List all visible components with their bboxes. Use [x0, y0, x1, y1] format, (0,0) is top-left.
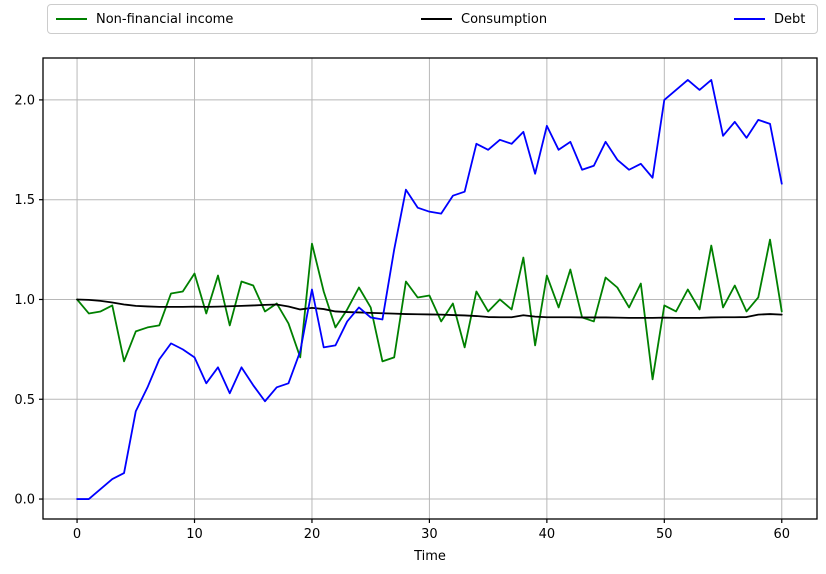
x-tick-label: 60 — [773, 527, 790, 542]
y-tick-label: 1.0 — [14, 293, 35, 308]
legend-label: Non-financial income — [96, 11, 234, 27]
legend-label: Debt — [774, 11, 806, 27]
x-tick-label: 30 — [421, 527, 438, 542]
y-tick-label: 1.5 — [14, 193, 35, 208]
x-axis-label: Time — [414, 549, 446, 564]
y-tick-label: 0.5 — [14, 393, 35, 408]
x-tick-label: 10 — [186, 527, 203, 542]
legend-line-sample-icon — [56, 18, 87, 20]
x-tick-label: 20 — [304, 527, 321, 542]
series-line-1 — [76, 298, 783, 319]
x-tick-label: 40 — [539, 527, 556, 542]
legend-label: Consumption — [461, 11, 548, 27]
y-tick-label: 0.0 — [14, 493, 35, 508]
y-tick-label: 2.0 — [14, 93, 35, 108]
legend-item-consumption: Consumption — [421, 5, 547, 33]
legend-line-sample-icon — [421, 18, 452, 20]
plot-frame — [42, 57, 818, 520]
series-line-0 — [76, 238, 783, 381]
x-tick-label: 0 — [73, 527, 81, 542]
legend-item-non-financial-income: Non-financial income — [56, 5, 233, 33]
legend-item-debt: Debt — [734, 5, 805, 33]
series-line-2 — [76, 79, 783, 500]
x-tick-label: 50 — [656, 527, 673, 542]
legend-line-sample-icon — [734, 18, 765, 20]
legend: Non-financial income Consumption Debt — [47, 4, 818, 34]
